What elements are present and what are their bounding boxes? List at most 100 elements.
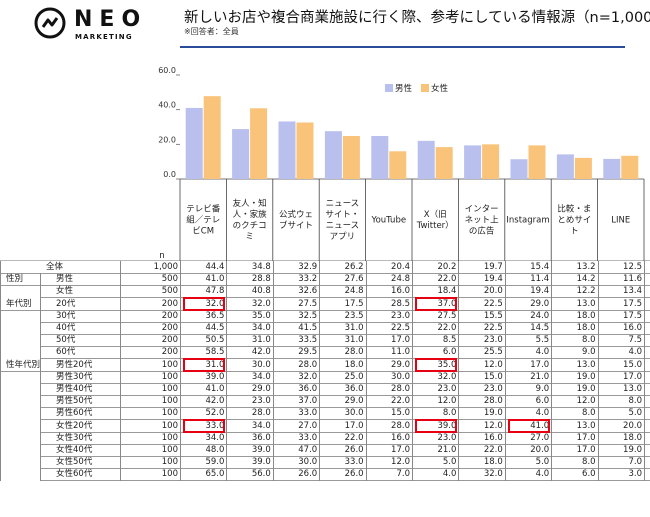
row-separator: [0, 273, 650, 274]
table-cell: 28.8: [251, 274, 271, 285]
bar-male: [371, 136, 389, 179]
table-cell: 4.0: [535, 347, 550, 358]
table-cell: 20.0: [530, 445, 550, 455]
highlight-box: [507, 418, 551, 433]
category-label: 公式ウェ: [279, 209, 313, 220]
table-cell: 23.5: [344, 310, 364, 321]
row-label: 女性40代: [56, 445, 93, 455]
row-group-label: 年代別: [6, 298, 32, 309]
table-cell: 16.0: [391, 432, 410, 443]
row-separator: [40, 468, 650, 470]
brand-sub: MARKETING: [75, 33, 133, 41]
table-cell: 27.6: [344, 274, 364, 285]
bar-female: [203, 96, 221, 179]
table-column-divider: [551, 261, 553, 481]
legend-swatch: [385, 84, 393, 92]
table-cell: 15.0: [391, 408, 410, 419]
table-cell: 7.0: [396, 469, 410, 480]
table-cell: 27.0: [298, 420, 318, 431]
table-cell: 23.0: [437, 384, 457, 394]
category-label: インター: [465, 205, 499, 215]
y-tick-label: 40.0: [158, 101, 176, 110]
table-cell: 17.5: [623, 310, 642, 321]
bar-female: [250, 108, 268, 179]
row-n: 500: [161, 274, 178, 285]
table-cell: 56.0: [251, 469, 271, 480]
category-label: ミ: [245, 232, 254, 242]
table-cell: 12.0: [391, 457, 410, 468]
table-cell: 5.0: [442, 457, 457, 468]
row-n: 1,000: [153, 262, 178, 272]
table-cell: 9.0: [582, 347, 596, 358]
row-label: 女性50代: [56, 457, 93, 468]
table-cell: 19.0: [576, 384, 596, 394]
table-cell: 19.0: [623, 445, 642, 455]
category-label: ビCM: [192, 227, 214, 237]
table-cell: 8.0: [582, 408, 596, 419]
table-cell: 34.0: [251, 420, 271, 431]
table-cell: 18.0: [483, 457, 503, 468]
table-column-divider: [597, 261, 599, 481]
bar-male: [417, 140, 435, 179]
n-header-label: n: [159, 251, 164, 261]
table-column-divider: [412, 261, 413, 481]
table-cell: 12.0: [483, 359, 503, 370]
table-cell: 34.0: [205, 432, 225, 443]
table-cell: 19.0: [576, 371, 596, 382]
table-cell: 18.4: [437, 286, 457, 297]
table-cell: 19.0: [483, 408, 503, 419]
table-cell: 20.2: [437, 262, 457, 272]
y-tick-label: 20.0: [158, 135, 176, 144]
table-row: 性年代別 男性20代 100 31.0 30.0 28.0 18.0 29.0 35.0 12.0…: [0, 359, 650, 372]
table-cell: 23.0: [437, 432, 457, 443]
table-row: 女性20代 100 33.0 34.0 27.0 17.0 28.0 39.0 12.0 41.0…: [0, 420, 650, 433]
table-cell: 28.0: [391, 420, 410, 431]
category-label: ト: [570, 227, 579, 237]
category-label: ブサイト: [279, 220, 313, 231]
table-cell: 20.0: [623, 420, 642, 431]
row-n: 100: [161, 384, 178, 394]
row-separator: [40, 395, 650, 396]
table-cell: 9.0: [535, 384, 550, 394]
table-cell: 4.0: [535, 469, 550, 480]
table-row: 60代 200 58.5 42.0 29.5 28.0 11.0 6.0 25.5 4.0 9.0 4…: [0, 346, 650, 360]
table-cell: 22.5: [483, 323, 503, 333]
category-label: アプリ: [330, 232, 356, 242]
table-cell: 31.0: [251, 335, 271, 346]
table-cell: 22.0: [483, 445, 503, 455]
table-column-divider: [180, 261, 181, 481]
row-separator: [40, 431, 650, 433]
row-n: 200: [161, 335, 178, 346]
table-cell: 12.5: [623, 262, 642, 272]
table-cell: 8.0: [442, 408, 457, 419]
table-cell: 17.0: [576, 432, 596, 443]
table-cell: 18.0: [344, 359, 364, 370]
table-cell: 24.8: [391, 274, 410, 285]
table-cell: 42.0: [205, 396, 225, 407]
table-cell: 48.0: [205, 445, 225, 455]
table-cell: 28.5: [391, 298, 410, 309]
category-label: ネット上: [465, 216, 500, 226]
table-cell: 28.0: [344, 347, 364, 358]
table-cell: 15.0: [623, 359, 642, 370]
table-cell: 27.5: [437, 310, 457, 321]
legend-label: 男性: [395, 83, 413, 94]
row-separator: [0, 285, 650, 287]
table-cell: 24.0: [530, 310, 550, 321]
row-separator: [40, 419, 650, 421]
table-cell: 13.0: [623, 384, 642, 394]
table-column-divider: [272, 261, 274, 481]
table-cell: 22.0: [437, 323, 457, 333]
table-cell: 44.4: [205, 262, 225, 272]
legend: 男性 女性: [385, 83, 449, 94]
row-label: 40代: [56, 323, 76, 333]
table-row: 男性60代 100 52.0 28.0 33.0 30.0 15.0 8.0 19.0 4.0 8.…: [0, 407, 650, 421]
table-cell: 39.0: [205, 371, 225, 382]
bar-male: [603, 158, 621, 179]
row-separator: [40, 358, 650, 360]
row-label: 女性60代: [56, 469, 93, 480]
row-n: 100: [161, 359, 178, 370]
table-cell: 33.5: [298, 335, 318, 346]
table-cell: 28.0: [251, 408, 271, 419]
